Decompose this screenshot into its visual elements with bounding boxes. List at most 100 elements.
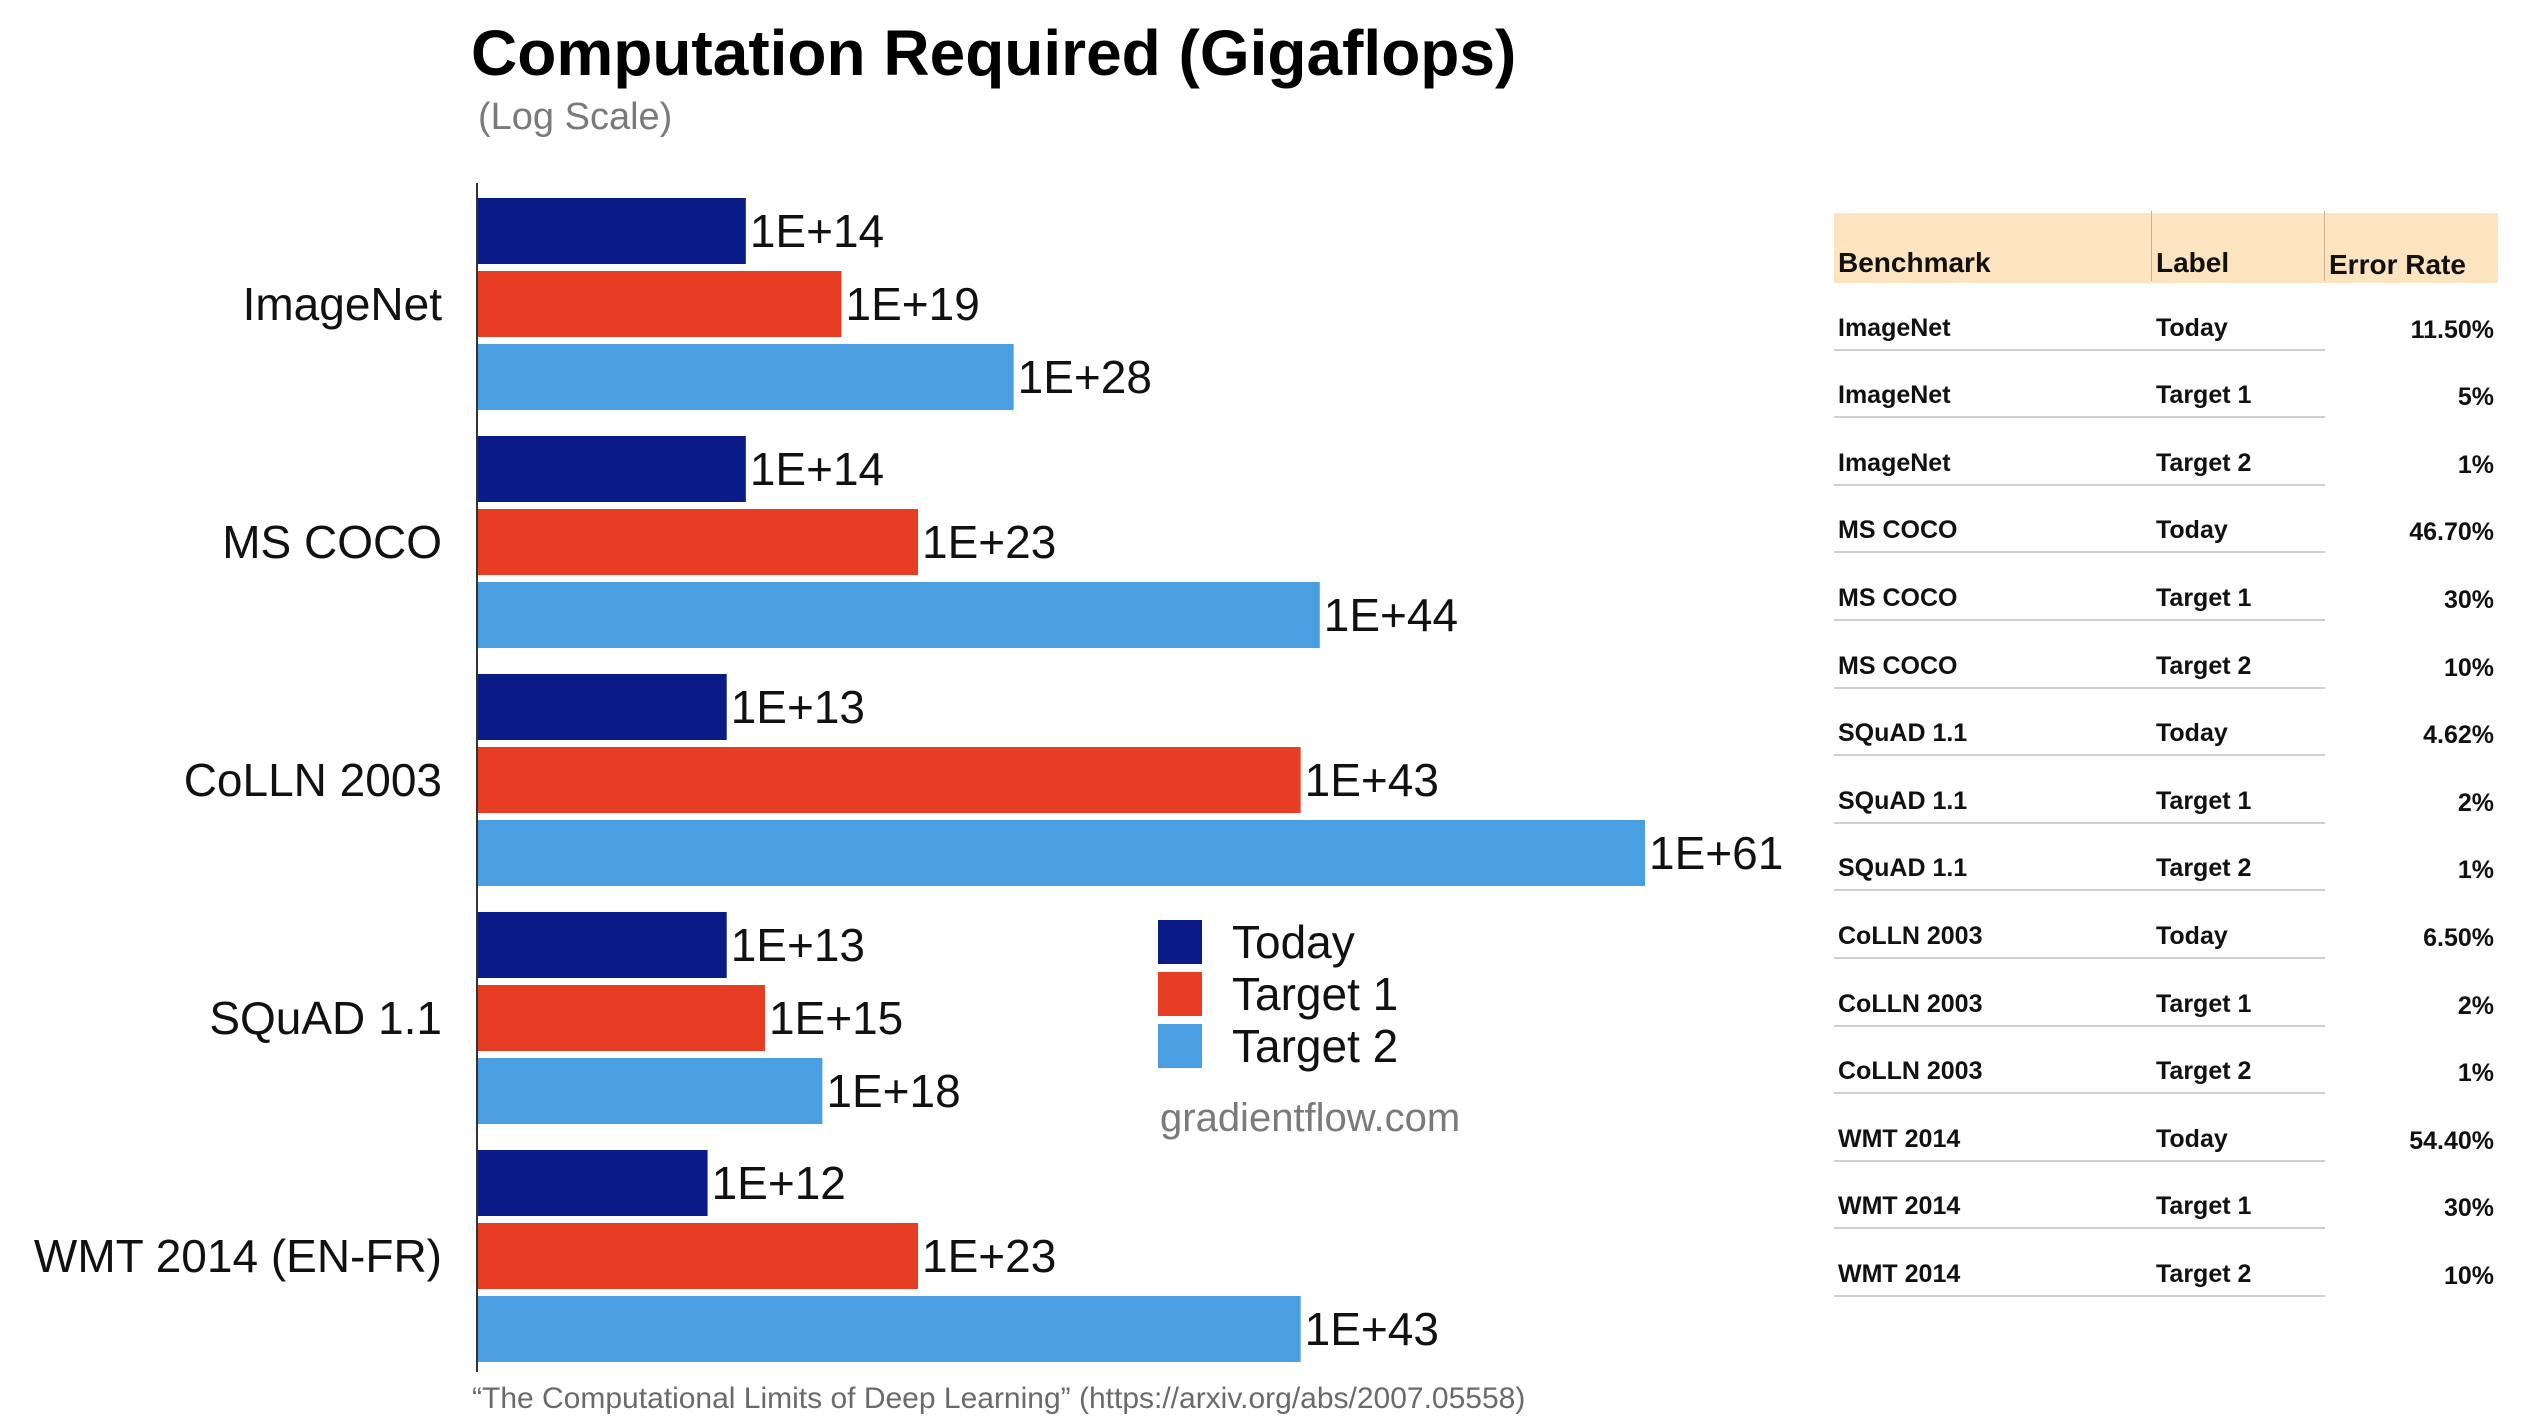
- chart-subtitle: (Log Scale): [478, 96, 673, 138]
- cell-benchmark: SQuAD 1.1: [1834, 787, 2152, 824]
- table-row: MS COCO Today 46.70%: [1834, 486, 2498, 554]
- cell-benchmark: MS COCO: [1834, 584, 2152, 621]
- bar-data-label: 1E+13: [731, 681, 865, 733]
- bar-data-label: 1E+43: [1305, 754, 1439, 806]
- cell-label: Target 2: [2152, 449, 2325, 486]
- cell-benchmark: CoLLN 2003: [1834, 922, 2152, 959]
- cell-label: Today: [2152, 516, 2325, 554]
- bar-data-label: 1E+23: [922, 516, 1056, 568]
- bar-data-label: 1E+23: [922, 1230, 1056, 1282]
- bar-today: [478, 674, 727, 740]
- table-row: ImageNet Today 11.50%: [1834, 283, 2498, 351]
- bar-data-label: 1E+14: [750, 205, 884, 257]
- header-error-rate: Error Rate: [2329, 249, 2466, 280]
- source-citation: “The Computational Limits of Deep Learni…: [472, 1382, 1526, 1415]
- bar-data-label: 1E+44: [1324, 589, 1458, 641]
- bar-target-1: [478, 509, 919, 575]
- chart-title: Computation Required (Gigaflops): [471, 17, 1517, 89]
- cell-label: Today: [2152, 922, 2325, 959]
- header-label: Label: [2152, 211, 2325, 281]
- bar-data-label: 1E+12: [712, 1157, 846, 1209]
- cell-label: Today: [2152, 719, 2325, 757]
- table-body: ImageNet Today 11.50% ImageNet Target 1 5% Ima…: [1834, 283, 2498, 1297]
- cell-error-rate: 10%: [2443, 1261, 2494, 1290]
- table-row: SQuAD 1.1 Target 2 1%: [1834, 824, 2498, 892]
- bar-data-label: 1E+19: [845, 278, 979, 330]
- table-row: MS COCO Target 1 30%: [1834, 553, 2498, 621]
- table-row: SQuAD 1.1 Today 4.62%: [1834, 689, 2498, 757]
- table-row: CoLLN 2003 Target 1 2%: [1834, 959, 2498, 1027]
- cell-benchmark: SQuAD 1.1: [1834, 719, 2152, 757]
- bar-today: [478, 198, 746, 264]
- cell-benchmark: CoLLN 2003: [1834, 990, 2152, 1027]
- legend-label-today: Today: [1232, 916, 1355, 968]
- cell-error-rate: 54.40%: [2409, 1126, 2494, 1155]
- cell-error-rate: 1%: [2457, 450, 2494, 479]
- error-rate-table: Benchmark Label Error Rate ImageNet Today…: [1834, 211, 2498, 1297]
- cell-label: Target 2: [2152, 1057, 2325, 1095]
- cell-benchmark: ImageNet: [1834, 381, 2152, 419]
- legend-swatch-target-1: [1158, 972, 1202, 1016]
- cell-label: Today: [2152, 314, 2325, 351]
- bar-data-label: 1E+14: [750, 443, 884, 495]
- cell-benchmark: WMT 2014: [1834, 1192, 2152, 1230]
- table-row: ImageNet Target 2 1%: [1834, 418, 2498, 486]
- cell-label: Today: [2152, 1125, 2325, 1162]
- cell-error-rate: 4.62%: [2423, 721, 2494, 750]
- cell-benchmark: MS COCO: [1834, 516, 2152, 554]
- bar-target-2: [478, 582, 1320, 648]
- watermark: gradientflow.com: [1160, 1096, 1461, 1140]
- table-header: Benchmark Label Error Rate: [1834, 211, 2498, 283]
- cell-benchmark: CoLLN 2003: [1834, 1057, 2152, 1095]
- table-row: CoLLN 2003 Today 6.50%: [1834, 891, 2498, 959]
- bar-data-label: 1E+18: [826, 1065, 960, 1117]
- legend-swatch-target-2: [1158, 1024, 1202, 1068]
- bar-data-label: 1E+61: [1649, 827, 1783, 879]
- table-row: WMT 2014 Target 2 10%: [1834, 1229, 2498, 1297]
- cell-error-rate: 46.70%: [2409, 518, 2494, 547]
- bar-today: [478, 436, 746, 502]
- cell-error-rate: 1%: [2457, 1059, 2494, 1088]
- table-row: WMT 2014 Target 1 30%: [1834, 1162, 2498, 1230]
- legend-item-target-1: Target 1: [1158, 968, 1398, 1020]
- table-row: ImageNet Target 1 5%: [1834, 351, 2498, 419]
- cell-label: Target 2: [2152, 1260, 2325, 1297]
- cell-error-rate: 5%: [2457, 383, 2494, 412]
- category-label: SQuAD 1.1: [209, 992, 442, 1044]
- category-label: MS COCO: [222, 516, 442, 568]
- bar-target-2: [478, 820, 1645, 886]
- bar-today: [478, 1150, 708, 1216]
- table-row: CoLLN 2003 Target 2 1%: [1834, 1027, 2498, 1095]
- cell-label: Target 1: [2152, 990, 2325, 1027]
- cell-label: Target 2: [2152, 854, 2325, 892]
- cell-benchmark: WMT 2014: [1834, 1260, 2152, 1297]
- legend-item-today: Today: [1158, 916, 1398, 968]
- cell-error-rate: 6.50%: [2423, 923, 2494, 952]
- table-row: MS COCO Target 2 10%: [1834, 621, 2498, 689]
- cell-error-rate: 10%: [2443, 653, 2494, 682]
- bar-target-1: [478, 271, 842, 337]
- cell-error-rate: 2%: [2457, 788, 2494, 817]
- cell-label: Target 1: [2152, 787, 2325, 824]
- chart-legend: Today Target 1 Target 2: [1158, 916, 1398, 1072]
- bar-target-1: [478, 747, 1301, 813]
- cell-benchmark: WMT 2014: [1834, 1125, 2152, 1162]
- cell-error-rate: 11.50%: [2410, 315, 2494, 344]
- bar-data-label: 1E+15: [769, 992, 903, 1044]
- cell-label: Target 1: [2152, 1192, 2325, 1230]
- bar-target-2: [478, 1058, 823, 1124]
- category-label: CoLLN 2003: [184, 754, 442, 806]
- bar-target-1: [478, 985, 765, 1051]
- cell-benchmark: ImageNet: [1834, 314, 2152, 351]
- bar-today: [478, 912, 727, 978]
- legend-label-target-2: Target 2: [1232, 1020, 1399, 1072]
- cell-label: Target 2: [2152, 652, 2325, 689]
- cell-benchmark: ImageNet: [1834, 449, 2152, 486]
- legend-item-target-2: Target 2: [1158, 1020, 1398, 1072]
- cell-benchmark: SQuAD 1.1: [1834, 854, 2152, 892]
- cell-error-rate: 30%: [2443, 585, 2494, 614]
- legend-swatch-today: [1158, 920, 1202, 964]
- legend-label-target-1: Target 1: [1232, 968, 1399, 1020]
- cell-label: Target 1: [2152, 381, 2325, 419]
- bar-target-2: [478, 1296, 1301, 1362]
